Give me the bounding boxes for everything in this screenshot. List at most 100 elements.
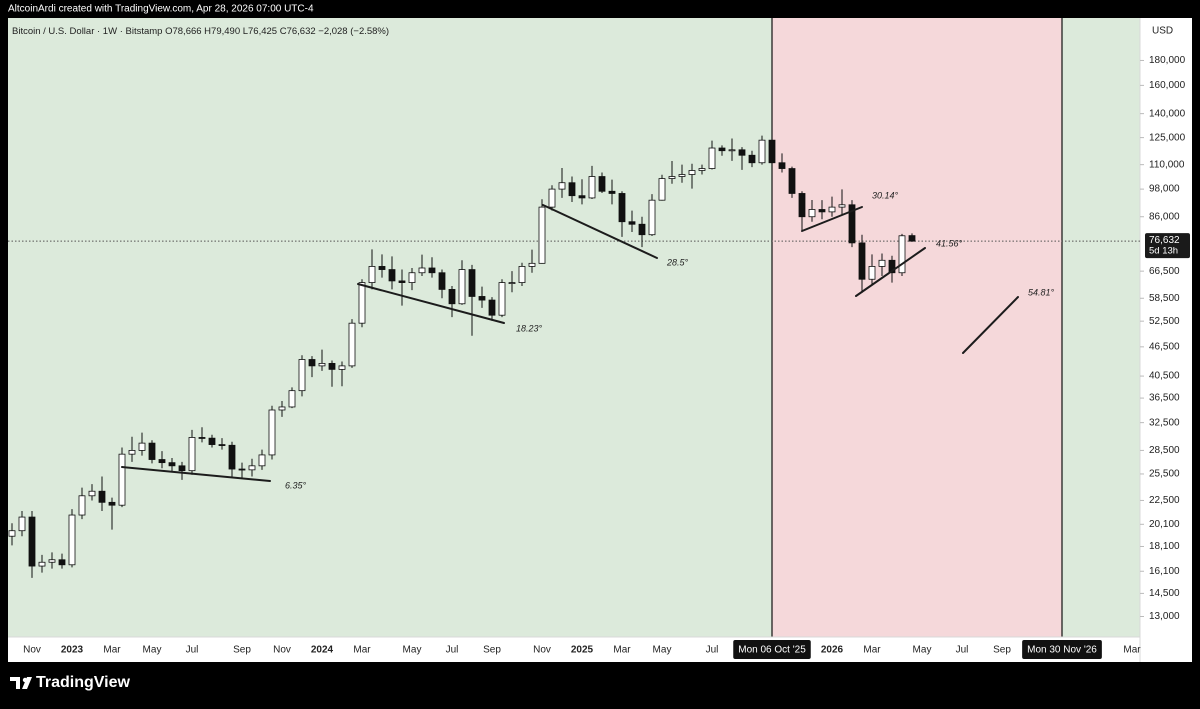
candle-body: [8, 530, 16, 537]
candle-body: [888, 259, 896, 274]
x-tick-label: Jul: [186, 645, 199, 656]
x-tick-label: May: [403, 645, 422, 656]
x-tick-label: Jul: [956, 645, 969, 656]
y-tick-label: 32,500: [1149, 417, 1180, 428]
candle-body: [328, 362, 336, 370]
candle-body: [828, 206, 836, 213]
candle-body: [728, 149, 736, 152]
candle-body: [618, 193, 626, 223]
candle-body: [488, 299, 496, 316]
y-tick-label: 66,500: [1149, 266, 1180, 277]
candle-body: [898, 235, 906, 274]
candle-body: [468, 269, 476, 297]
angle-label: 28.5°: [666, 257, 689, 267]
candle-body: [798, 193, 806, 218]
trend-line: [357, 283, 505, 324]
legend: Bitcoin / U.S. Dollar · 1W · Bitstamp O7…: [12, 26, 389, 37]
candle-body: [498, 282, 506, 316]
candle-body: [318, 362, 326, 367]
candle-body: [338, 365, 346, 370]
candle-body: [268, 409, 276, 456]
x-tick-label: Mar: [1123, 645, 1141, 656]
candle-body: [78, 495, 86, 516]
x-tick-label: 2023: [61, 645, 84, 656]
y-tick-label: 110,000: [1149, 159, 1185, 170]
candle-body: [648, 199, 656, 236]
y-tick-label: 140,000: [1149, 108, 1186, 119]
x-tick-label: Sep: [993, 645, 1011, 656]
candle-body: [588, 176, 596, 199]
candle-body: [18, 516, 26, 532]
candle-body: [128, 450, 136, 455]
angle-label: 41.56°: [936, 238, 963, 248]
candle-body: [858, 242, 866, 280]
candle-body: [408, 272, 416, 283]
candle-body: [528, 262, 536, 267]
candle-body: [398, 280, 406, 283]
candle-body: [298, 359, 306, 392]
candle-body: [378, 266, 386, 270]
candle-body: [778, 162, 786, 169]
countdown: 5d 13h: [1149, 246, 1178, 257]
angle-label: 18.23°: [516, 323, 543, 333]
red-zone: [772, 18, 1062, 637]
candle-body: [808, 209, 816, 218]
candle-body: [478, 296, 486, 301]
candle-body: [788, 168, 796, 194]
candle-body: [768, 139, 776, 164]
x-tick-label: Mar: [353, 645, 371, 656]
candle-body: [548, 188, 556, 208]
candle-body: [148, 442, 156, 460]
candle-body: [838, 204, 846, 208]
y-tick-label: 13,000: [1149, 611, 1180, 622]
candle-body: [178, 465, 186, 472]
candle-body: [688, 170, 696, 175]
candle-body: [658, 178, 666, 201]
y-tick-label: 58,500: [1149, 293, 1180, 304]
x-tick-label: Nov: [533, 645, 551, 656]
x-tick-highlight: [1022, 640, 1102, 659]
x-tick-label: May: [653, 645, 672, 656]
candle-body: [708, 147, 716, 169]
y-tick-label: 40,500: [1149, 371, 1180, 382]
x-tick-highlight: [733, 640, 811, 659]
candle-body: [108, 501, 116, 506]
candle-body: [608, 190, 616, 194]
candle-body: [678, 174, 686, 177]
x-tick-label: 2024: [311, 645, 334, 656]
green-zone: [1062, 18, 1140, 637]
logo: TradingView: [10, 674, 131, 691]
y-tick-label: 125,000: [1149, 132, 1186, 143]
candle-body: [458, 269, 466, 305]
last-price-label: 76,632: [1149, 235, 1180, 246]
y-tick-label: 180,000: [1149, 55, 1186, 66]
attribution: AltcoinArdi created with TradingView.com…: [8, 4, 314, 15]
angle-label: 54.81°: [1028, 287, 1055, 297]
x-tick-label: 2025: [571, 645, 594, 656]
candle-body: [758, 139, 766, 164]
y-tick-label: 20,100: [1149, 519, 1180, 530]
candle-body: [748, 154, 756, 164]
candle-body: [238, 468, 246, 471]
x-tick-label: May: [143, 645, 162, 656]
candle-body: [168, 462, 176, 467]
candle-body: [228, 444, 236, 470]
candle-body: [28, 516, 36, 567]
trend-lines: [121, 204, 1019, 482]
brand: TradingView: [36, 674, 131, 691]
candle-body: [58, 559, 66, 566]
last-price-box: [1145, 233, 1190, 259]
candle-body: [438, 272, 446, 290]
candle-body: [348, 322, 356, 367]
candle-body: [188, 437, 196, 472]
candle-body: [698, 168, 706, 171]
candle-body: [598, 176, 606, 192]
candle-body: [138, 442, 146, 451]
candle-body: [878, 259, 886, 267]
y-tick-label: 46,500: [1149, 341, 1180, 352]
candle-body: [638, 223, 646, 236]
x-tick-label: 2026: [821, 645, 844, 656]
y-tick-label: 98,000: [1149, 184, 1180, 195]
